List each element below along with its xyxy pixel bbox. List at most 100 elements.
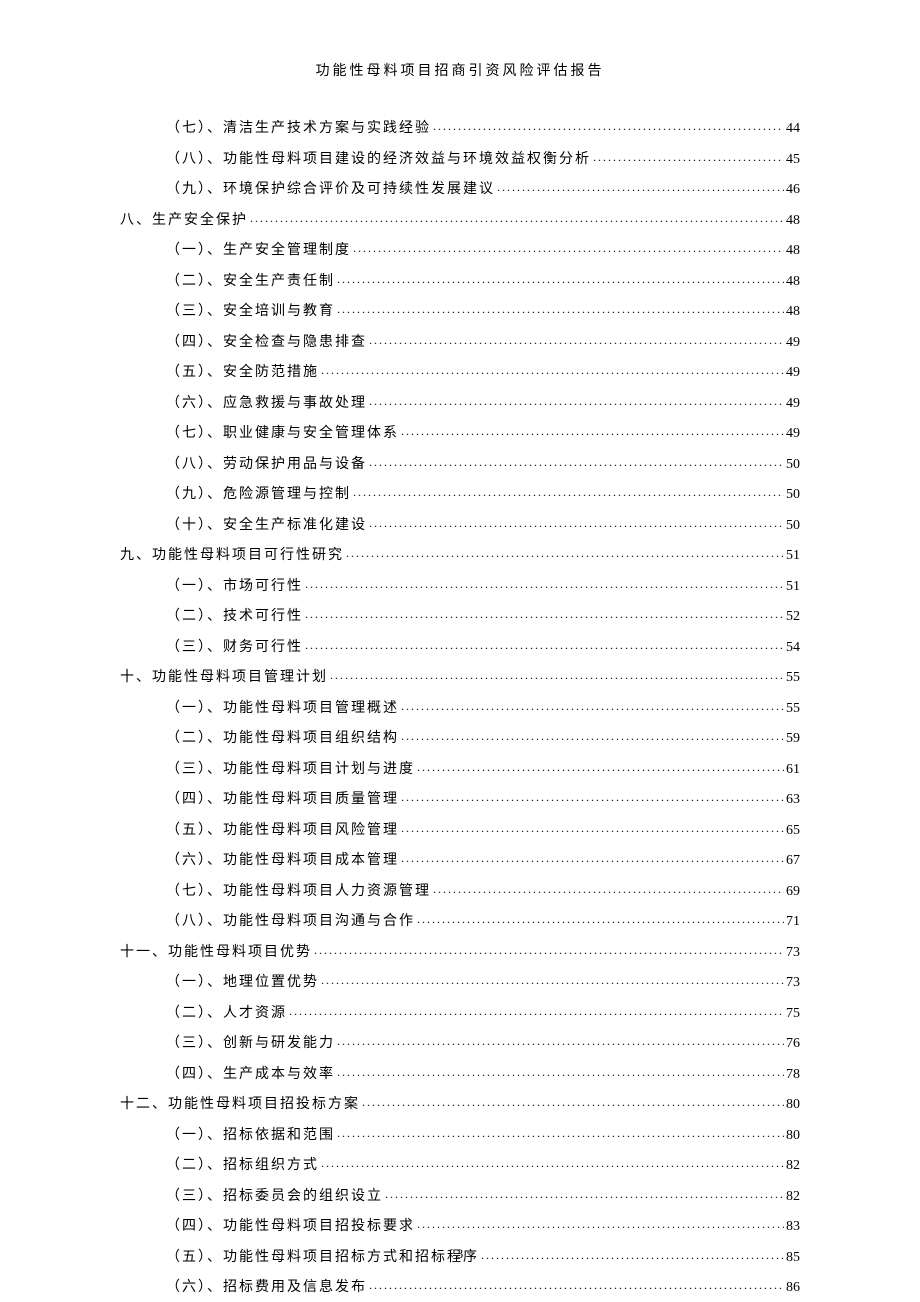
toc-leader-dots: [305, 576, 784, 590]
toc-row: （三）、安全培训与教育48: [120, 301, 800, 319]
toc-entry-label: （七）、职业健康与安全管理体系: [166, 427, 399, 441]
toc-entry-page: 55: [786, 671, 800, 685]
toc-leader-dots: [369, 1277, 784, 1291]
toc-row: （一）、地理位置优势 73: [120, 972, 800, 990]
toc-leader-dots: [337, 1125, 784, 1139]
toc-leader-dots: [321, 362, 784, 376]
toc-row: 八、生产安全保护48: [120, 210, 800, 228]
toc-entry-page: 82: [786, 1159, 800, 1173]
toc-leader-dots: [417, 759, 784, 773]
toc-row: （六）、应急救援与事故处理49: [120, 393, 800, 411]
toc-row: （二）、功能性母料项目组织结构 59: [120, 728, 800, 746]
toc-leader-dots: [314, 942, 784, 956]
toc-row: 十二、功能性母料项目招投标方案 80: [120, 1094, 800, 1112]
toc-row: （八）、功能性母料项目建设的经济效益与环境效益权衡分析45: [120, 149, 800, 167]
toc-entry-page: 73: [786, 946, 800, 960]
toc-entry-label: （四）、安全检查与隐患排查: [166, 336, 367, 350]
toc-row: （六）、招标费用及信息发布86: [120, 1277, 800, 1295]
toc-row: （三）、招标委员会的组织设立82: [120, 1186, 800, 1204]
toc-entry-page: 48: [786, 305, 800, 319]
toc-entry-label: （二）、功能性母料项目组织结构: [166, 732, 399, 746]
toc-row: 十一、功能性母料项目优势 73: [120, 942, 800, 960]
toc-entry-page: 49: [786, 336, 800, 350]
toc-entry-page: 50: [786, 519, 800, 533]
toc-row: （五）、功能性母料项目风险管理 65: [120, 820, 800, 838]
toc-row: （七）、职业健康与安全管理体系49: [120, 423, 800, 441]
toc-row: （六）、功能性母料项目成本管理 67: [120, 850, 800, 868]
toc-entry-page: 51: [786, 580, 800, 594]
toc-row: （七）、功能性母料项目人力资源管理 69: [120, 881, 800, 899]
toc-leader-dots: [321, 1155, 784, 1169]
toc-entry-page: 55: [786, 702, 800, 716]
toc-entry-label: （四）、功能性母料项目招投标要求: [166, 1220, 415, 1234]
toc-leader-dots: [369, 454, 784, 468]
toc-leader-dots: [362, 1094, 784, 1108]
toc-row: （五）、安全防范措施49: [120, 362, 800, 380]
toc-entry-page: 61: [786, 763, 800, 777]
toc-entry-page: 48: [786, 275, 800, 289]
toc-row: （二）、招标组织方式82: [120, 1155, 800, 1173]
toc-leader-dots: [593, 149, 784, 163]
toc-row: （八）、功能性母料项目沟通与合作71: [120, 911, 800, 929]
toc-entry-page: 69: [786, 885, 800, 899]
toc-entry-label: （三）、招标委员会的组织设立: [166, 1190, 383, 1204]
toc-entry-label: （六）、功能性母料项目成本管理: [166, 854, 399, 868]
toc-entry-page: 71: [786, 915, 800, 929]
toc-entry-label: （七）、功能性母料项目人力资源管理: [166, 885, 431, 899]
toc-leader-dots: [337, 301, 784, 315]
toc-row: （八）、劳动保护用品与设备50: [120, 454, 800, 472]
toc-leader-dots: [401, 820, 784, 834]
toc-row: （二）、人才资源75: [120, 1003, 800, 1021]
toc-leader-dots: [330, 667, 784, 681]
toc-entry-label: （四）、生产成本与效率: [166, 1068, 335, 1082]
toc-row: （四）、安全检查与隐患排查 49: [120, 332, 800, 350]
toc-entry-label: （五）、安全防范措施: [166, 366, 319, 380]
toc-row: 十、功能性母料项目管理计划 55: [120, 667, 800, 685]
toc-entry-label: （一）、市场可行性: [166, 580, 303, 594]
toc-leader-dots: [433, 881, 784, 895]
toc-row: （四）、功能性母料项目质量管理63: [120, 789, 800, 807]
toc-entry-page: 59: [786, 732, 800, 746]
toc-entry-label: （九）、环境保护综合评价及可持续性发展建议: [166, 183, 495, 197]
toc-entry-page: 80: [786, 1129, 800, 1143]
toc-row: （四）、生产成本与效率 78: [120, 1064, 800, 1082]
toc-entry-page: 76: [786, 1037, 800, 1051]
toc-leader-dots: [385, 1186, 784, 1200]
toc-leader-dots: [321, 972, 784, 986]
toc-entry-page: 78: [786, 1068, 800, 1082]
toc-entry-page: 80: [786, 1098, 800, 1112]
page-header-title: 功能性母料项目招商引资风险评估报告: [120, 60, 800, 80]
toc-entry-label: （三）、创新与研发能力: [166, 1037, 335, 1051]
toc-entry-label: （一）、地理位置优势: [166, 976, 319, 990]
toc-entry-label: （三）、功能性母料项目计划与进度: [166, 763, 415, 777]
toc-leader-dots: [353, 240, 784, 254]
toc-leader-dots: [289, 1003, 784, 1017]
toc-row: （二）、安全生产责任制48: [120, 271, 800, 289]
toc-row: （一）、招标依据和范围 80: [120, 1125, 800, 1143]
toc-entry-page: 86: [786, 1281, 800, 1295]
toc-leader-dots: [337, 1033, 784, 1047]
toc-leader-dots: [417, 911, 784, 925]
toc-leader-dots: [337, 1064, 784, 1078]
toc-entry-page: 65: [786, 824, 800, 838]
toc-entry-page: 45: [786, 153, 800, 167]
toc-entry-page: 49: [786, 397, 800, 411]
toc-entry-label: （三）、财务可行性: [166, 641, 303, 655]
toc-entry-label: （五）、功能性母料项目风险管理: [166, 824, 399, 838]
toc-entry-label: 十二、功能性母料项目招投标方案: [120, 1098, 360, 1112]
toc-entry-label: 九、功能性母料项目可行性研究: [120, 549, 344, 563]
toc-entry-label: （十）、安全生产标准化建设: [166, 519, 367, 533]
toc-entry-page: 50: [786, 458, 800, 472]
toc-entry-page: 67: [786, 854, 800, 868]
toc-entry-label: 十一、功能性母料项目优势: [120, 946, 312, 960]
toc-leader-dots: [346, 545, 784, 559]
toc-entry-label: （一）、招标依据和范围: [166, 1129, 335, 1143]
table-of-contents: （七）、清洁生产技术方案与实践经验44（八）、功能性母料项目建设的经济效益与环境…: [120, 118, 800, 1295]
toc-entry-page: 73: [786, 976, 800, 990]
toc-leader-dots: [353, 484, 784, 498]
page-number: 3: [0, 1246, 920, 1262]
toc-leader-dots: [401, 698, 784, 712]
toc-row: （九）、环境保护综合评价及可持续性发展建议 46: [120, 179, 800, 197]
toc-entry-page: 46: [786, 183, 800, 197]
toc-entry-label: 十、功能性母料项目管理计划: [120, 671, 328, 685]
